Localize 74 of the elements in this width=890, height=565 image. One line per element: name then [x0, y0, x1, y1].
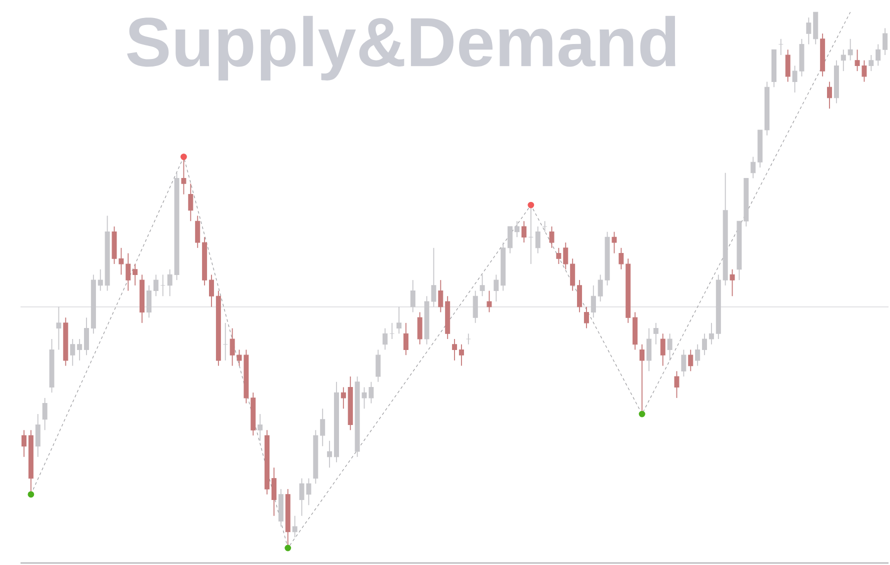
candlestick	[708, 322, 714, 345]
candlestick	[146, 284, 152, 318]
candlestick	[584, 306, 589, 329]
candlestick	[188, 183, 194, 222]
candlestick	[868, 54, 874, 72]
candlestick	[806, 17, 812, 45]
candlestick	[876, 44, 881, 66]
candlestick	[132, 264, 138, 286]
candlestick	[403, 322, 408, 356]
candlestick	[272, 467, 276, 516]
candlestick	[438, 280, 444, 313]
candlestick	[695, 344, 700, 366]
candlestick	[410, 280, 416, 313]
candlestick	[195, 215, 200, 248]
candlestick	[688, 349, 694, 372]
candlestick	[98, 268, 103, 292]
candlestick	[653, 322, 658, 345]
candlestick	[56, 306, 62, 350]
candlestick	[827, 81, 832, 110]
candlestick	[542, 220, 548, 232]
candlestick	[646, 328, 652, 372]
candlestick	[458, 344, 464, 366]
candlestick	[674, 370, 680, 398]
candlestick	[882, 28, 888, 56]
candlestick	[508, 226, 513, 254]
candlestick	[514, 220, 520, 238]
candlestick	[848, 38, 853, 61]
candlestick	[340, 386, 346, 410]
candlestick	[153, 274, 158, 297]
candlestick	[327, 440, 332, 468]
candlestick	[521, 220, 526, 244]
candlestick	[750, 156, 756, 179]
candlestick	[667, 333, 672, 361]
candlestick	[570, 258, 576, 292]
candlestick	[549, 226, 554, 248]
candlestick	[42, 397, 48, 431]
candlestick	[84, 317, 89, 356]
candlestick	[452, 338, 458, 361]
candlestick	[590, 284, 596, 318]
candlestick	[563, 242, 568, 270]
candlestick	[681, 349, 686, 377]
candlestick	[702, 333, 708, 356]
candlestick	[22, 430, 26, 458]
candlestick	[730, 268, 735, 297]
point	[284, 544, 292, 552]
candlestick	[382, 328, 388, 350]
point	[28, 491, 34, 498]
candlestick	[77, 338, 82, 361]
candlestick	[785, 49, 790, 82]
candlestick	[209, 274, 214, 308]
candlestick	[494, 274, 499, 302]
candlestick	[396, 306, 402, 334]
candlestick	[320, 408, 326, 447]
candlestick	[577, 280, 582, 313]
candlestick	[480, 274, 485, 297]
candlestick	[618, 247, 624, 270]
point	[528, 202, 534, 208]
candlestick	[535, 226, 540, 254]
candlestick	[35, 414, 40, 458]
candlestick	[598, 274, 603, 302]
candlestick	[466, 333, 471, 345]
candlestick	[556, 247, 562, 264]
candlestick	[417, 312, 422, 345]
candlestick	[472, 290, 478, 324]
candlestick	[292, 515, 298, 538]
candlestick	[376, 349, 381, 382]
candlestick	[840, 49, 846, 72]
point	[180, 154, 187, 160]
candlestick	[258, 414, 263, 442]
candlestick	[486, 290, 492, 313]
candlestick	[660, 333, 666, 366]
point	[638, 410, 646, 418]
candlestick	[612, 231, 617, 254]
candlestick	[70, 338, 76, 366]
